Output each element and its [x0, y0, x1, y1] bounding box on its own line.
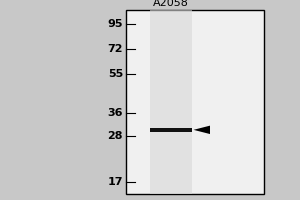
- Bar: [150, 10, 192, 194]
- Text: 17: 17: [107, 177, 123, 187]
- Text: 72: 72: [107, 44, 123, 54]
- Text: 95: 95: [107, 19, 123, 29]
- Text: 28: 28: [107, 131, 123, 141]
- Text: A2058: A2058: [153, 0, 189, 8]
- Bar: [126, 10, 264, 194]
- Text: 36: 36: [107, 108, 123, 118]
- Text: 55: 55: [108, 69, 123, 79]
- Polygon shape: [194, 126, 210, 134]
- Bar: [150, 128, 192, 132]
